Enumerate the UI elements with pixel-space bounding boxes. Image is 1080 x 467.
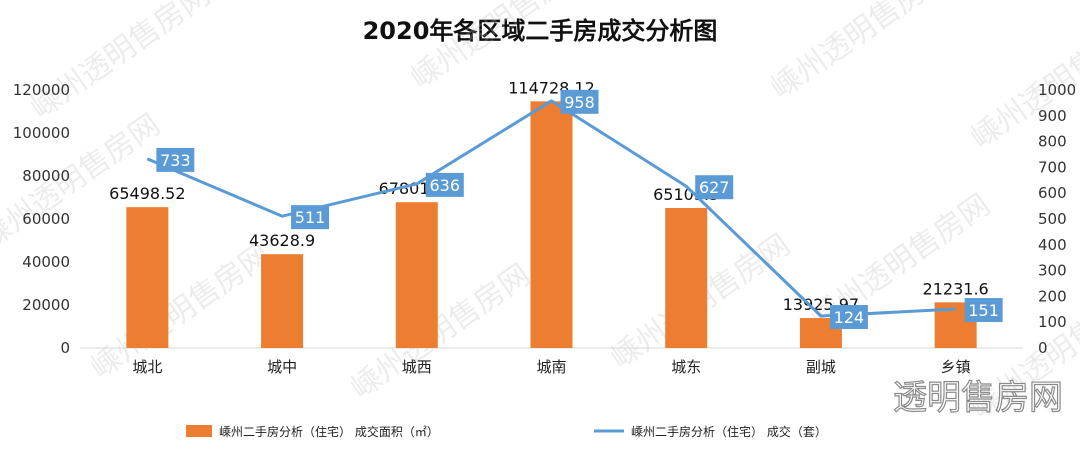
bar-value-label: 43628.9 <box>249 231 315 250</box>
right-axis-tick: 900 <box>1038 107 1067 125</box>
right-axis-tick: 700 <box>1038 158 1067 176</box>
left-axis-tick: 100000 <box>13 124 70 142</box>
chart-title: 2020年各区域二手房成交分析图 <box>363 17 718 45</box>
bar <box>395 202 438 348</box>
bar <box>261 254 304 348</box>
category-label: 城中 <box>267 358 297 376</box>
right-axis-tick: 400 <box>1038 236 1067 254</box>
right-axis-tick: 0 <box>1038 339 1048 357</box>
right-axis-tick: 600 <box>1038 184 1067 202</box>
line-label-box <box>560 89 599 114</box>
right-axis-tick: 100 <box>1038 313 1067 331</box>
watermark-brand: 透明售房网 <box>893 378 1063 418</box>
line-value-label: 733 <box>160 151 191 170</box>
right-axis-tick: 800 <box>1038 133 1067 151</box>
bar-series: 65498.5243628.967801.92114728.1265105.51… <box>109 78 989 349</box>
line-series: 733 511 636 958 627 124 151 <box>146 89 1003 330</box>
left-axis-tick: 60000 <box>22 210 70 228</box>
line-path <box>146 99 956 318</box>
line-value-label: 627 <box>699 178 730 197</box>
legend: 嵊州二手房分析（住宅） 成交面积（㎡） 嵊州二手房分析（住宅） 成交（套） <box>186 424 827 439</box>
line-value-label: 511 <box>295 208 326 227</box>
watermark-text: 嵊州透明售房网 <box>25 0 217 127</box>
left-axis-tick: 0 <box>60 339 70 357</box>
watermark-text: 嵊州透明售房网 <box>765 0 957 107</box>
watermark-text: 嵊州透明售房网 <box>85 237 277 386</box>
legend-bar-swatch <box>186 425 212 437</box>
line-value-label: 124 <box>834 308 865 327</box>
left-axis-tick: 40000 <box>22 253 70 271</box>
bar <box>665 208 708 348</box>
bar <box>530 101 573 349</box>
right-axis-tick: 500 <box>1038 210 1067 228</box>
category-label: 城南 <box>536 358 566 376</box>
category-label: 城东 <box>671 358 701 376</box>
right-axis: 0 100 200 300 400 500 600 700 800 900 1000 <box>1038 81 1076 357</box>
bar-value-label: 21231.6 <box>923 279 989 298</box>
left-axis-tick: 80000 <box>22 167 70 185</box>
line-value-label: 636 <box>430 176 461 195</box>
category-label: 城西 <box>402 358 432 376</box>
line-label-box <box>695 175 734 200</box>
line-label-box <box>964 298 1003 323</box>
legend-line-label: 嵊州二手房分析（住宅） 成交（套） <box>631 424 827 439</box>
category-label: 副城 <box>806 358 836 376</box>
left-axis-tick: 120000 <box>13 81 70 99</box>
line-value-label: 151 <box>968 301 999 320</box>
right-axis-tick: 300 <box>1038 262 1067 280</box>
legend-bar-label: 嵊州二手房分析（住宅） 成交面积（㎡） <box>219 424 439 439</box>
line-value-label: 958 <box>564 93 595 112</box>
category-label: 城北 <box>132 358 162 376</box>
line-label-box <box>425 172 464 197</box>
line-label-box <box>829 305 868 330</box>
line-label-box <box>156 147 195 172</box>
left-axis-tick: 20000 <box>22 296 70 314</box>
category-axis: 城北 城中 城西 城南 城东 副城 乡镇 <box>132 358 970 376</box>
bar <box>126 207 169 348</box>
right-axis-tick: 1000 <box>1038 81 1076 99</box>
category-label: 乡镇 <box>941 358 971 376</box>
right-axis-tick: 200 <box>1038 287 1067 305</box>
line-label-box <box>291 205 330 230</box>
watermark-text: 嵊州透明售房网 <box>345 257 537 406</box>
bar-value-label: 65498.52 <box>109 184 185 203</box>
